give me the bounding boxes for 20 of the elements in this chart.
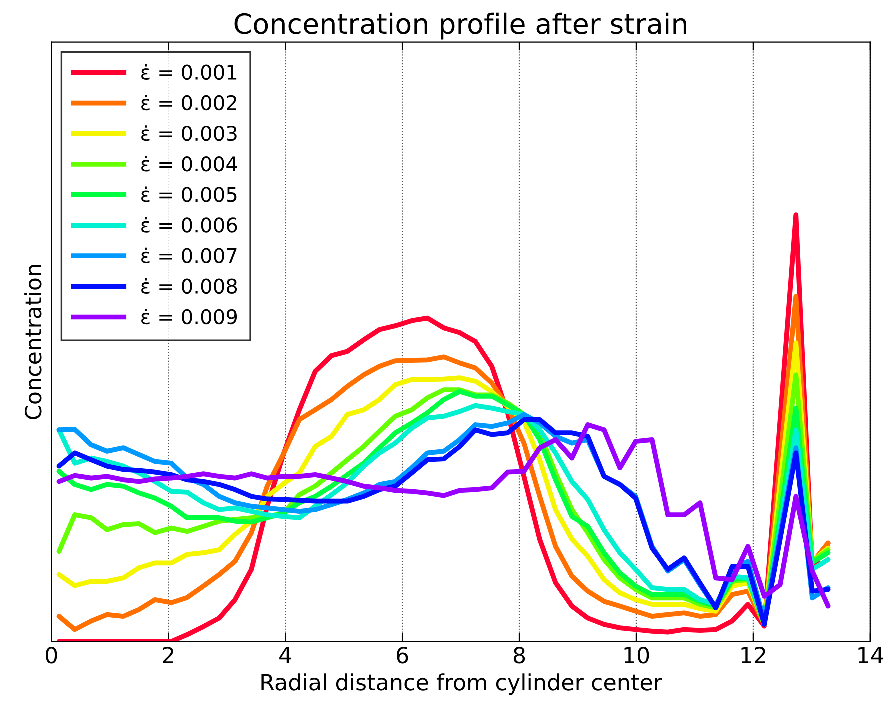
legend-label: ε̇ = 0.007: [142, 248, 237, 264]
x-tick-label: 12: [742, 646, 766, 664]
legend-label: ε̇ = 0.006: [142, 217, 238, 233]
x-tick-label: 14: [858, 647, 884, 664]
x-tick-label: 0: [46, 646, 58, 664]
x-tick-label: 2: [163, 646, 174, 664]
legend-label: ε̇ = 0.009: [142, 308, 238, 325]
legend-label: ε̇ = 0.005: [142, 186, 237, 202]
x-axis-title: Radial distance from cylinder center: [262, 674, 662, 696]
legend-label: ε̇ = 0.002: [142, 95, 236, 111]
legend-label: ε̇ = 0.001: [142, 64, 237, 80]
legend-label: ε̇ = 0.004: [142, 156, 238, 172]
x-tick-label: 4: [280, 647, 292, 664]
x-tick-label: 8: [514, 646, 526, 664]
legend-label: ε̇ = 0.008: [142, 278, 238, 294]
x-tick-label: 10: [624, 646, 650, 664]
legend-label: ε̇ = 0.003: [142, 126, 237, 142]
y-axis-title: Concentration: [24, 265, 42, 420]
x-tick-label: 6: [397, 646, 408, 664]
chart-title: Concentration profile after strain: [234, 12, 686, 40]
